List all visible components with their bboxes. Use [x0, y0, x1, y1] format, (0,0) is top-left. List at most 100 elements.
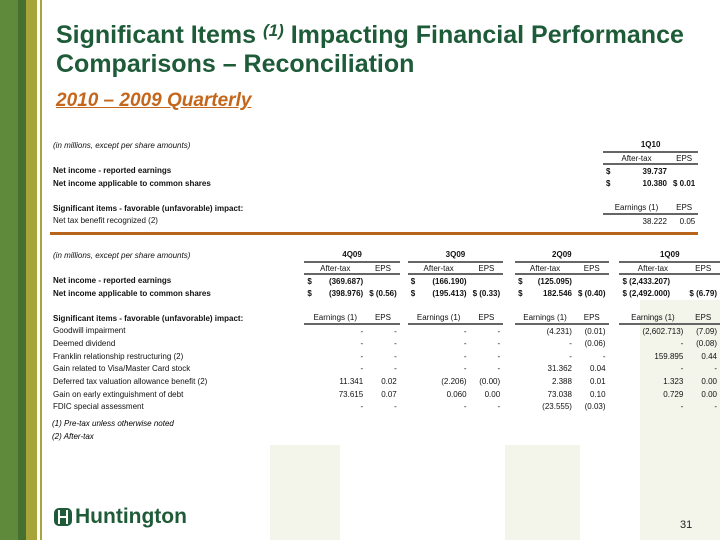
table-row: FDIC special assessment - - - - (23.555) (0.03… — [50, 401, 720, 414]
table-caption: (in millions, except per share amounts) — [53, 250, 191, 260]
eps-value: - — [497, 364, 501, 374]
table-row: Gain on early extinguishment of debt 73.6… — [50, 388, 720, 401]
earnings-value: - — [360, 402, 364, 412]
period-header-row: (in millions, except per share amounts) 4… — [50, 249, 720, 263]
earnings-value: - — [463, 402, 467, 412]
after-tax-value: $ (2,433.207) — [622, 276, 671, 286]
spacer — [503, 401, 515, 414]
after-tax-value: (166.190) — [432, 276, 467, 286]
earnings-value: - — [463, 326, 467, 336]
after-tax-value: $ (2,492.000) — [622, 288, 671, 298]
earnings-value: - — [569, 338, 572, 348]
spacer — [503, 337, 515, 350]
earnings-value: 73.038 — [547, 389, 572, 399]
table-row: Goodwill impairment - - - - (4.231) (0.01) (2,6… — [50, 324, 720, 337]
spacer — [609, 375, 620, 388]
watermark-shape — [270, 445, 340, 540]
col-header-eps: EPS — [686, 311, 720, 326]
after-tax-value: 182.546 — [543, 288, 572, 298]
earnings-value: - — [360, 351, 364, 361]
spacer — [400, 350, 408, 363]
col-header-after-tax: After-tax — [304, 261, 367, 276]
earnings-value: 1.323 — [663, 377, 684, 387]
eps-value: - — [394, 351, 397, 361]
earnings-value: - — [680, 364, 684, 374]
after-tax-value: (398.976) — [328, 288, 364, 298]
spacer — [400, 375, 408, 388]
period-header-row: (in millions, except per share amounts) 1… — [50, 139, 699, 153]
eps-value: - — [394, 338, 397, 348]
row-label: Net income - reported earnings — [53, 166, 172, 176]
watermark-shape — [640, 300, 720, 540]
row-label: Net income - reported earnings — [53, 276, 172, 286]
col-header-eps: EPS — [574, 261, 609, 276]
spacer — [400, 287, 408, 300]
after-tax-value: 39.737 — [642, 166, 667, 176]
table-row: Net tax benefit recognized (2) 38.222 0.05 — [50, 214, 698, 227]
spacer — [609, 350, 620, 363]
eps-value: $ (0.40) — [577, 288, 606, 298]
items-header-row: Significant items - favorable (unfavorab… — [50, 201, 699, 216]
spacer — [50, 190, 698, 202]
logo-text: Huntington — [75, 505, 187, 528]
eps-value: 0.00 — [484, 389, 501, 399]
eps-value: (0.01) — [584, 326, 606, 336]
eps-value: 0.00 — [701, 377, 717, 387]
decorative-stripe — [0, 0, 18, 540]
eps-value: $ (6.79) — [689, 288, 717, 298]
earnings-value: (2,602.713) — [642, 326, 684, 336]
eps-value: - — [394, 326, 397, 336]
row-label: FDIC special assessment — [53, 402, 144, 412]
decorative-stripe — [40, 0, 42, 540]
col-header-eps: EPS — [366, 261, 400, 276]
col-header-earnings: Earnings (1) — [603, 201, 670, 216]
row-label: Gain on early extinguishment of debt — [53, 389, 184, 399]
period-header: 1Q10 — [603, 139, 699, 153]
eps-value: (0.03) — [584, 402, 606, 412]
spacer — [609, 388, 620, 401]
spacer — [503, 350, 515, 363]
earnings-value: - — [360, 326, 364, 336]
row-label: Net income applicable to common shares — [53, 288, 211, 298]
spacer — [503, 262, 515, 275]
earnings-value: 2.388 — [551, 377, 572, 387]
spacer — [503, 287, 515, 300]
decorative-stripe — [18, 0, 26, 540]
earnings-value: - — [680, 402, 684, 412]
eps-value: - — [602, 351, 606, 361]
page-title: Significant Items (1) Impacting Financia… — [56, 21, 684, 78]
earnings-value: (2.206) — [441, 377, 467, 387]
decorative-stripe — [26, 0, 37, 540]
spacer — [400, 337, 408, 350]
spacer — [400, 249, 408, 262]
spacer — [503, 324, 515, 337]
eps-value: 0.00 — [701, 389, 717, 399]
col-header-earnings: Earnings (1) — [619, 311, 687, 326]
spacer — [400, 262, 408, 275]
col-header-eps: EPS — [366, 311, 400, 326]
watermark-shape — [505, 445, 580, 540]
net-income-row: Net income - reported earnings $ (369.687)… — [50, 274, 720, 287]
table-row: Franklin relationship restructuring (2) -… — [50, 350, 720, 363]
after-tax-value: 10.380 — [642, 178, 667, 188]
row-label: Franklin relationship restructuring (2) — [53, 351, 184, 361]
eps-value: 0.05 — [679, 216, 696, 226]
spacer-row — [50, 300, 720, 312]
col-header-earnings: Earnings (1) — [407, 311, 470, 326]
earnings-value: - — [463, 338, 467, 348]
reconciliation-table-2009: (in millions, except per share amounts) 4… — [50, 249, 720, 413]
spacer — [503, 363, 515, 376]
eps-value: 0.04 — [589, 364, 606, 374]
eps-value: - — [497, 351, 501, 361]
period-header: 1Q09 — [619, 249, 720, 263]
spacer — [609, 287, 620, 300]
page-number: 31 — [680, 519, 693, 531]
earnings-value: (23.555) — [542, 402, 572, 412]
eps-value: - — [714, 364, 717, 374]
eps-value: - — [394, 364, 397, 374]
spacer — [400, 312, 408, 325]
spacer — [609, 401, 620, 414]
eps-value: $ 0.01 — [673, 178, 696, 188]
eps-value: 0.10 — [589, 389, 606, 399]
earnings-value: 11.341 — [339, 377, 364, 387]
